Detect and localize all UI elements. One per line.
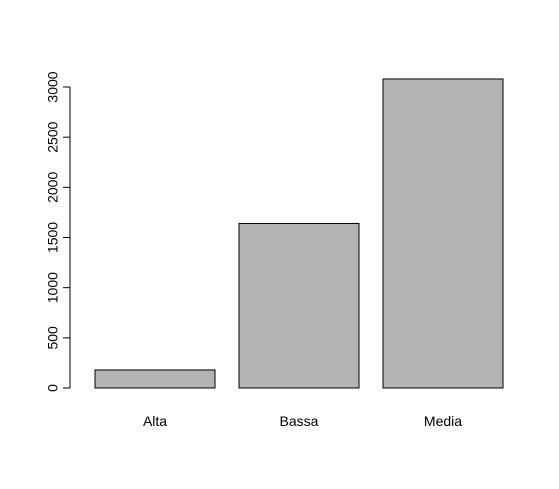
category-label: Alta <box>143 413 167 429</box>
bar-media <box>382 78 504 389</box>
y-tick-label: 500 <box>45 326 61 350</box>
category-label: Media <box>424 413 462 429</box>
y-axis: 0 500 1000 1500 2000 2500 3000 <box>45 71 71 392</box>
y-tick-label: 2500 <box>45 121 61 152</box>
y-tick-label: 1000 <box>45 272 61 303</box>
bars <box>94 78 504 389</box>
x-axis-labels: Alta Bassa Media <box>143 413 462 429</box>
y-tick-label: 0 <box>45 384 61 392</box>
y-tick-label: 2000 <box>45 172 61 203</box>
y-tick-label: 3000 <box>45 71 61 102</box>
bar-bassa <box>238 222 360 389</box>
y-tick-label: 1500 <box>45 222 61 253</box>
bar-alta <box>94 369 216 389</box>
category-label: Bassa <box>280 413 319 429</box>
